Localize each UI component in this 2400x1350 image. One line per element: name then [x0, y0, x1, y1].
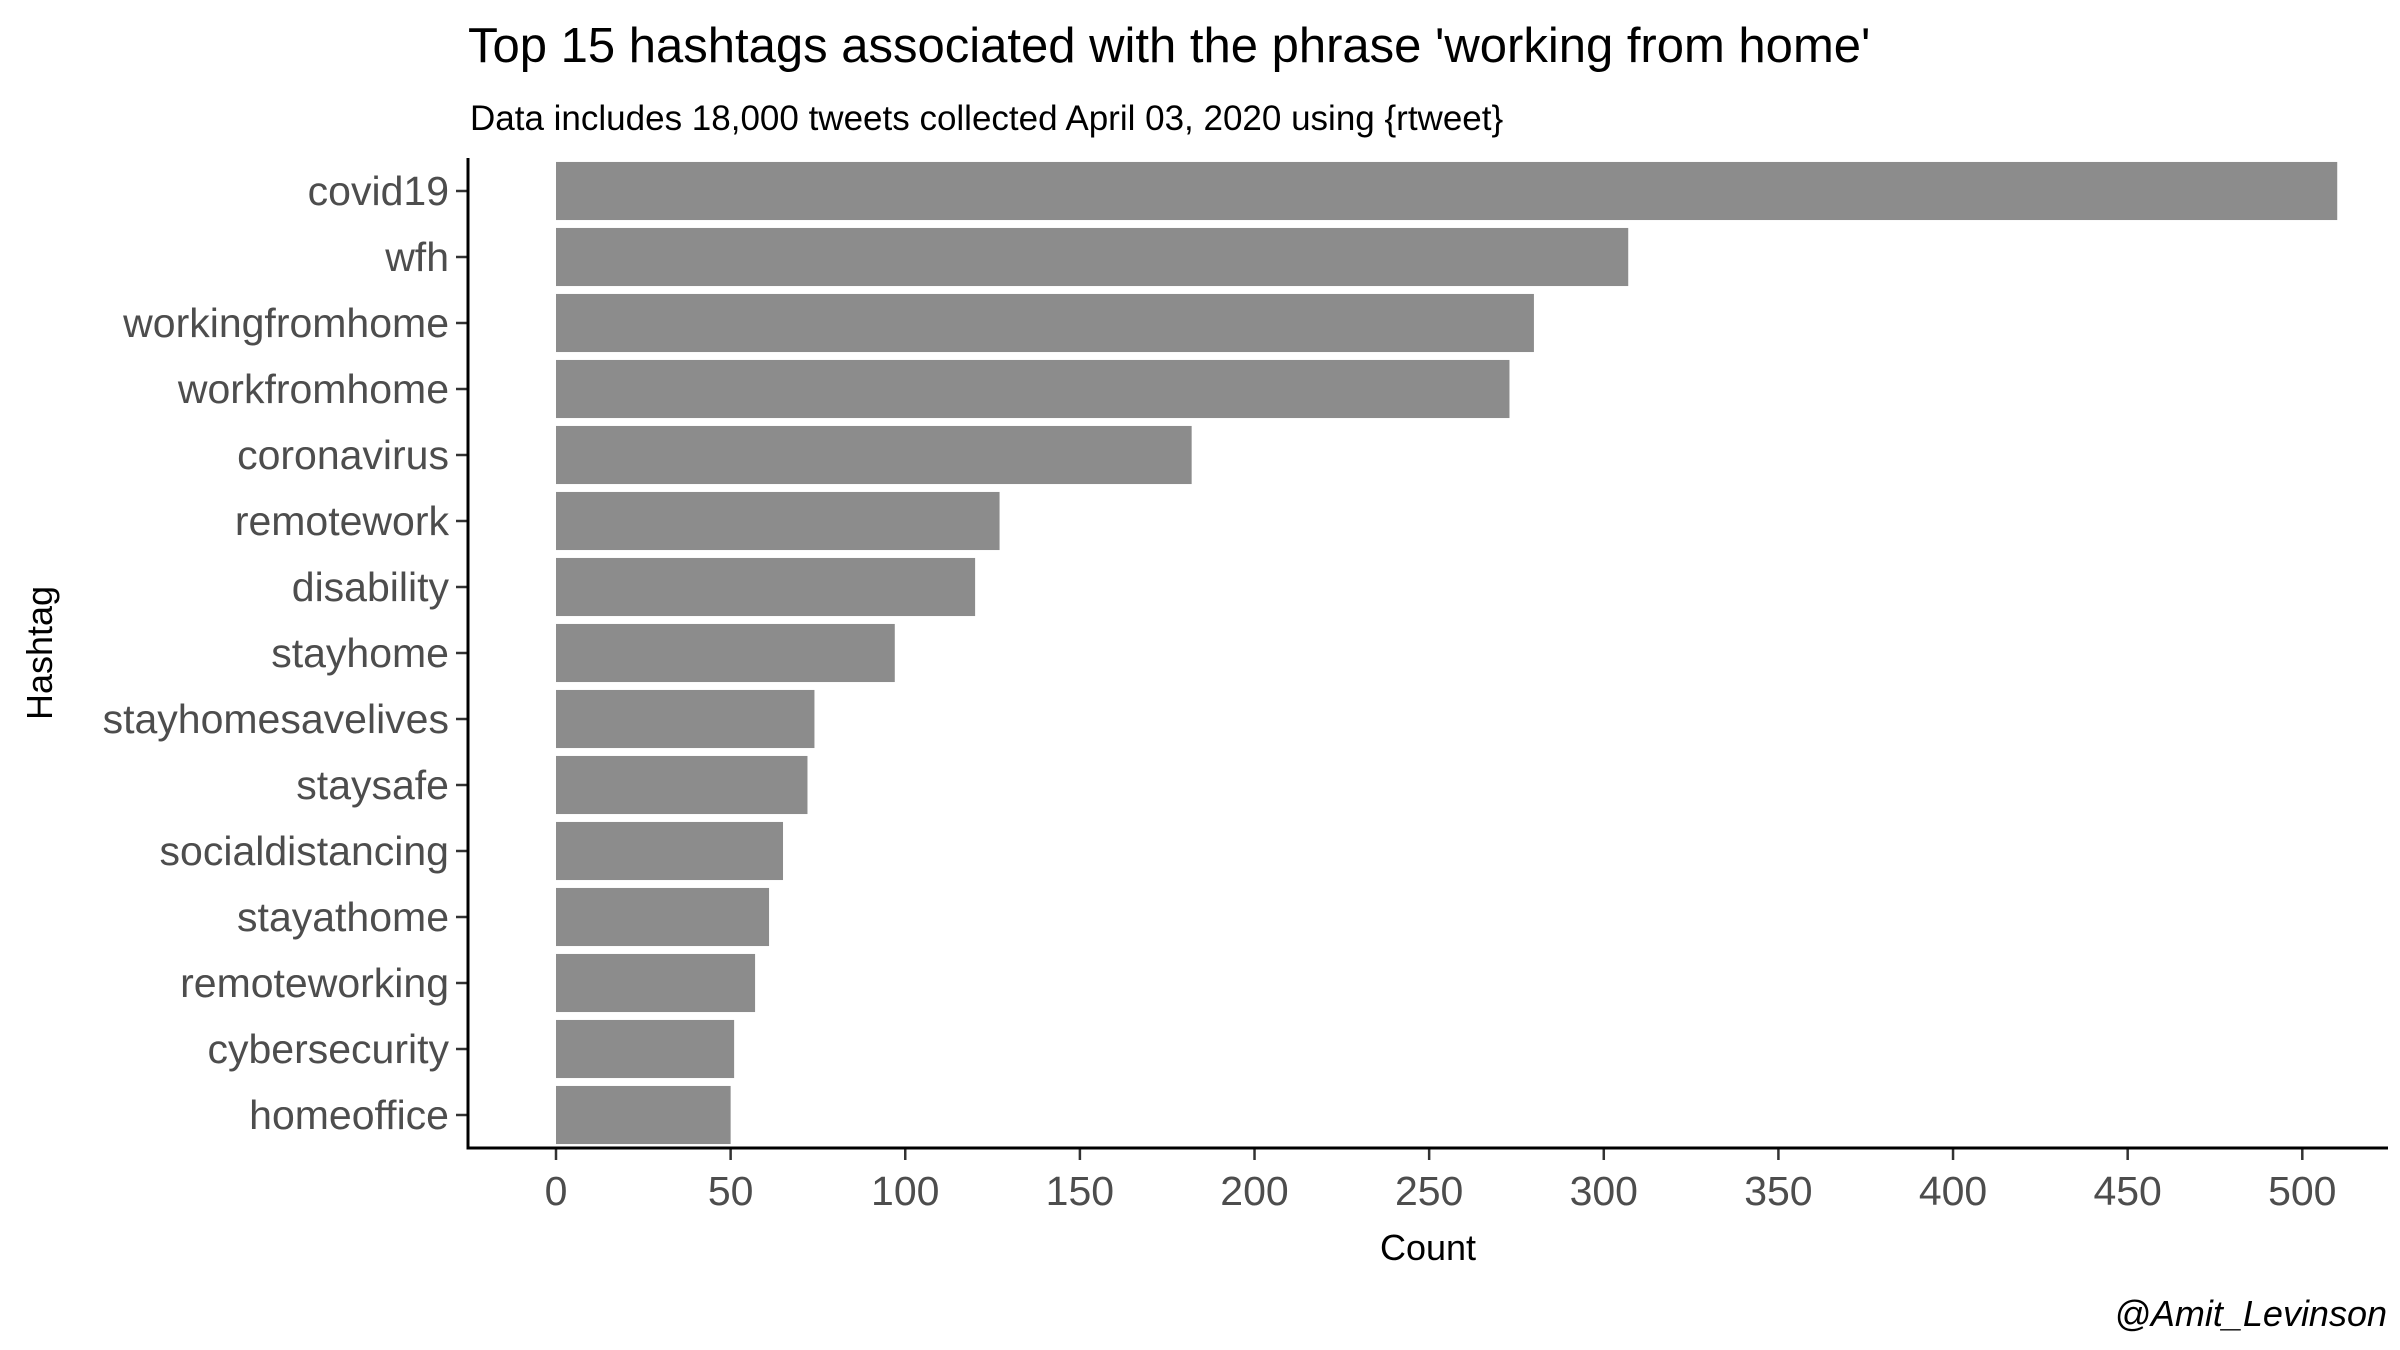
y-tick-label-stayhome: stayhome: [271, 630, 449, 676]
y-tick-label-socialdistancing: socialdistancing: [160, 828, 449, 874]
bar-staysafe: [556, 755, 808, 815]
y-tick-label-cybersecurity: cybersecurity: [207, 1026, 449, 1072]
x-tick-label-150: 150: [1046, 1168, 1114, 1214]
bar-covid19: [556, 161, 2338, 221]
y-axis-title: Hashtag: [19, 586, 60, 720]
y-tick-label-homeoffice: homeoffice: [249, 1092, 449, 1138]
chart-title: Top 15 hashtags associated with the phra…: [468, 19, 1870, 73]
y-tick-label-covid19: covid19: [308, 168, 449, 214]
x-tick-label-250: 250: [1395, 1168, 1463, 1214]
bar-homeoffice: [556, 1085, 731, 1145]
bar-disability: [556, 557, 976, 617]
bar-workingfromhome: [556, 293, 1534, 353]
y-tick-label-remoteworking: remoteworking: [180, 960, 449, 1006]
y-tick-label-stayathome: stayathome: [237, 894, 449, 940]
y-tick-label-wfh: wfh: [384, 234, 449, 280]
x-tick-label-100: 100: [871, 1168, 939, 1214]
y-tick-label-staysafe: staysafe: [296, 762, 449, 808]
bar-coronavirus: [556, 425, 1192, 485]
y-axis-ticks: covid19 wfh workingfromhome workfromhome cor…: [103, 168, 468, 1138]
y-tick-label-remotework: remotework: [235, 498, 450, 544]
x-tick-label-300: 300: [1570, 1168, 1638, 1214]
bar-cybersecurity: [556, 1019, 735, 1079]
x-tick-label-50: 50: [708, 1168, 754, 1214]
bar-wfh: [556, 227, 1629, 287]
chart-caption: @Amit_Levinson: [2114, 1293, 2387, 1334]
x-axis-ticks: 0 50 100 150 200 250 300 350 400 450 500: [545, 1148, 2337, 1214]
y-tick-label-disability: disability: [292, 564, 450, 610]
bars-group: [556, 161, 2338, 1145]
bar-socialdistancing: [556, 821, 784, 881]
y-tick-label-workfromhome: workfromhome: [177, 366, 449, 412]
y-tick-label-coronavirus: coronavirus: [237, 432, 449, 478]
bar-stayhome: [556, 623, 895, 683]
bar-stayathome: [556, 887, 770, 947]
y-tick-label-workingfromhome: workingfromhome: [122, 300, 449, 346]
bar-remotework: [556, 491, 1000, 551]
bar-stayhomesavelives: [556, 689, 815, 749]
x-tick-label-450: 450: [2093, 1168, 2161, 1214]
bar-remoteworking: [556, 953, 756, 1013]
x-tick-label-500: 500: [2268, 1168, 2336, 1214]
x-tick-label-0: 0: [545, 1168, 568, 1214]
bar-workfromhome: [556, 359, 1510, 419]
x-tick-label-350: 350: [1744, 1168, 1812, 1214]
x-axis-title: Count: [1380, 1227, 1476, 1268]
x-tick-label-400: 400: [1919, 1168, 1987, 1214]
chart-subtitle: Data includes 18,000 tweets collected Ap…: [470, 99, 1503, 138]
x-tick-label-200: 200: [1220, 1168, 1288, 1214]
y-tick-label-stayhomesavelives: stayhomesavelives: [103, 696, 449, 742]
